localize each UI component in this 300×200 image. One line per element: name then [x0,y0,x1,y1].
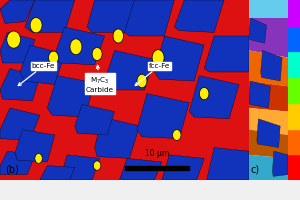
Ellipse shape [172,130,181,140]
Polygon shape [249,18,288,58]
Ellipse shape [49,51,58,64]
Ellipse shape [92,48,102,60]
Bar [288,154,300,180]
Polygon shape [249,81,288,112]
Ellipse shape [152,50,164,66]
Ellipse shape [113,29,124,43]
Polygon shape [207,148,249,180]
Polygon shape [249,81,271,108]
Bar [288,26,300,51]
Polygon shape [137,94,189,139]
Polygon shape [60,155,100,180]
Polygon shape [55,27,105,65]
Bar [288,77,300,103]
Polygon shape [105,50,154,90]
Polygon shape [0,151,35,175]
Ellipse shape [93,161,101,170]
Text: 10 μm: 10 μm [145,149,169,158]
Polygon shape [162,155,204,180]
Polygon shape [47,76,94,117]
Polygon shape [40,166,75,180]
Polygon shape [0,108,40,140]
Polygon shape [257,119,280,148]
Polygon shape [174,0,224,32]
Polygon shape [249,50,288,86]
Ellipse shape [7,31,20,48]
Polygon shape [20,45,65,85]
Polygon shape [0,32,35,63]
Ellipse shape [200,87,209,100]
Polygon shape [94,117,140,158]
Text: bcc-Fe: bcc-Fe [18,63,55,86]
Polygon shape [0,0,35,23]
Polygon shape [0,68,40,101]
Text: fcc-Fe: fcc-Fe [135,63,170,86]
Polygon shape [249,108,288,135]
Polygon shape [249,155,288,180]
Polygon shape [189,76,239,119]
Polygon shape [25,0,75,32]
Polygon shape [15,130,55,162]
Bar [288,51,300,77]
Polygon shape [87,0,137,32]
Polygon shape [249,18,267,43]
Ellipse shape [137,74,147,88]
Ellipse shape [30,18,42,33]
Polygon shape [119,158,162,180]
Polygon shape [249,0,288,18]
Polygon shape [154,36,204,81]
Bar [288,0,300,26]
Polygon shape [124,0,174,36]
Text: c): c) [251,165,260,175]
Bar [124,166,189,170]
Polygon shape [272,151,288,176]
Polygon shape [261,50,282,81]
Bar [288,129,300,154]
Ellipse shape [35,153,42,163]
Text: (b): (b) [5,165,19,175]
Polygon shape [204,36,249,72]
Ellipse shape [70,39,82,55]
Polygon shape [249,130,288,158]
Bar [288,103,300,129]
Text: M$_7$C$_3$
Carbide: M$_7$C$_3$ Carbide [85,65,114,93]
Polygon shape [75,104,115,135]
